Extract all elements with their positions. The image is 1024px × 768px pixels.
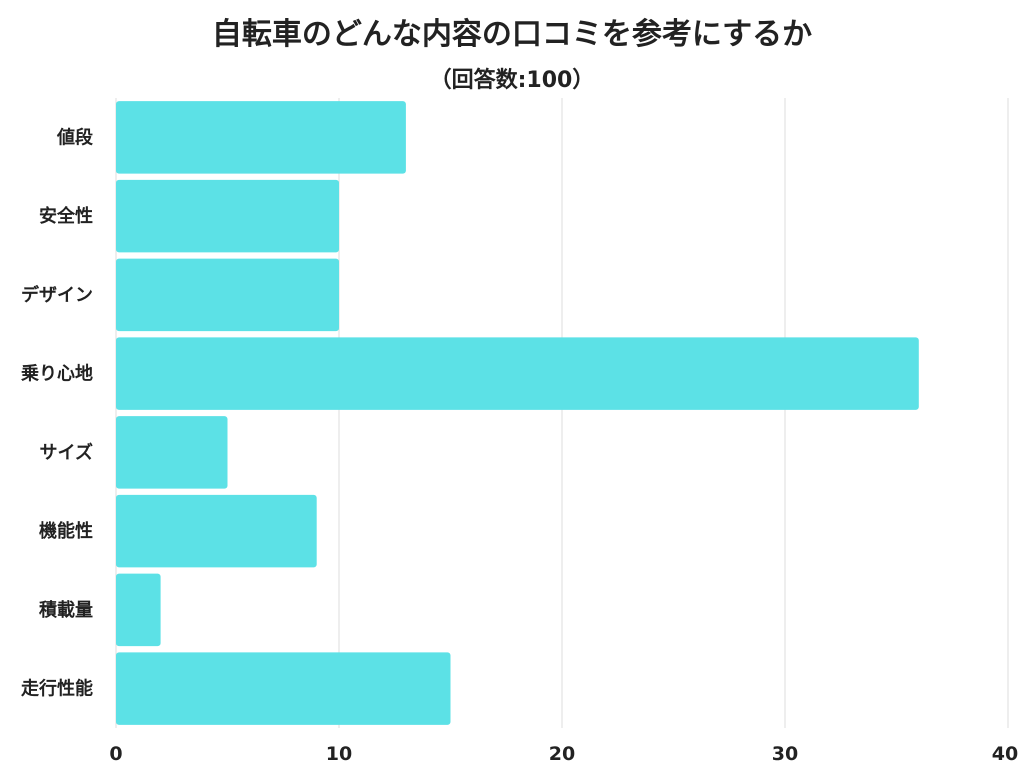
bar — [116, 652, 451, 725]
bar — [116, 179, 339, 253]
category-label: 値段 — [56, 126, 94, 148]
bar — [116, 337, 919, 410]
bar — [116, 416, 228, 489]
category-label: 機能性 — [39, 520, 93, 542]
bar — [116, 573, 161, 647]
bars — [116, 101, 919, 725]
x-tick-label: 40 — [992, 743, 1018, 765]
category-label: 積載量 — [38, 599, 93, 621]
bar — [116, 494, 317, 568]
bar — [116, 101, 406, 174]
x-tick-label: 0 — [109, 743, 122, 765]
x-tick-label: 20 — [549, 743, 575, 765]
category-label: 安全性 — [39, 205, 93, 227]
x-tick-label: 30 — [772, 743, 798, 765]
category-label: サイズ — [40, 441, 93, 463]
x-tick-label: 10 — [326, 743, 352, 765]
x-axis-tick-labels: 0 10 20 30 40 — [109, 743, 1018, 765]
category-label: 走行性能 — [21, 678, 93, 700]
chart-subtitle: （回答数:100） — [430, 67, 595, 93]
bar — [116, 258, 339, 332]
category-label: 乗り心地 — [21, 363, 93, 385]
category-label: デザイン — [21, 284, 93, 306]
chart-title: 自転車のどんな内容の口コミを参考にするか — [212, 17, 812, 52]
